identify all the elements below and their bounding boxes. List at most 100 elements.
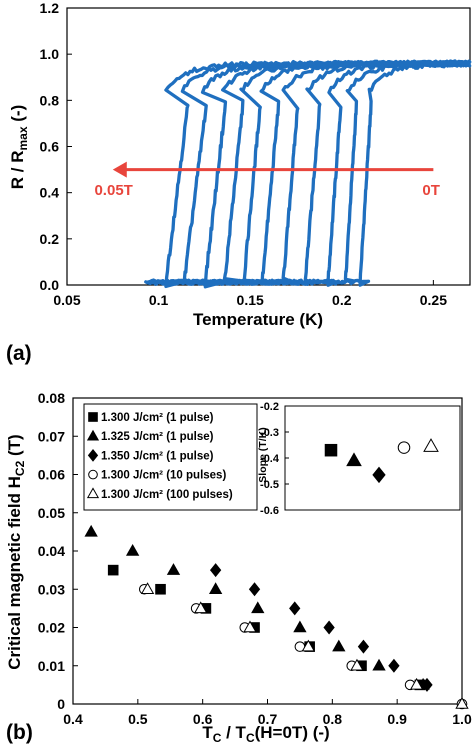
panel-b-x-label-sub2: C bbox=[246, 731, 255, 745]
panel-b-data-point bbox=[332, 639, 346, 652]
panel-b-inset-y-tick-label: -0.2 bbox=[260, 401, 279, 413]
panel-b-data-point bbox=[84, 524, 98, 537]
panel-b-y-tick-label: 0.04 bbox=[38, 543, 65, 559]
panel-a: 0.0 0.2 0.4 0.6 0.8 1.0 1.2 0.05 0.1 0.15 0.2 0.25… bbox=[6, 0, 472, 365]
panel-b-inset-y-tick-label: -0.6 bbox=[260, 505, 279, 517]
panel-b-data-point bbox=[248, 582, 261, 597]
panel-b-data-point bbox=[243, 620, 257, 633]
panel-a-series-curve bbox=[202, 60, 472, 287]
panel-a-y-tick-label: 0.8 bbox=[40, 92, 60, 108]
panel-b-legend: 1.300 J/cm² (1 pulse) 1.325 J/cm² (1 puls… bbox=[86, 412, 233, 501]
panel-b-inset-y-label: Slope (T/K) bbox=[257, 427, 269, 482]
panel-b-points-group bbox=[84, 524, 469, 710]
panel-a-arrow-head bbox=[112, 161, 127, 178]
panel-b-x-label-tail: (H=0T) (-) bbox=[255, 723, 330, 742]
panel-b-x-label-main: T bbox=[202, 723, 213, 742]
panel-b-data-point bbox=[455, 696, 469, 709]
panel-b-legend-label: 1.300 J/cm² (10 pulses) bbox=[101, 470, 226, 482]
panel-b-data-point bbox=[251, 601, 265, 614]
panel-b-data-point bbox=[409, 677, 424, 690]
panel-b-data-point bbox=[293, 620, 307, 633]
panel-b-x-label-middle: / T bbox=[221, 723, 246, 742]
panel-b-legend-marker bbox=[87, 449, 99, 462]
panel-b-x-tick-label: 0.9 bbox=[387, 711, 407, 727]
panel-b-legend-label: 1.300 J/cm² (1 pulse) bbox=[101, 412, 214, 424]
panel-b-inset-ticks: -0.2 -0.3 -0.4 -0.5 -0.6 bbox=[260, 401, 289, 517]
panel-b-x-label-sub1: C bbox=[213, 731, 222, 745]
panel-b-y-label-unit: (T) bbox=[5, 434, 24, 460]
panel-b-inset-point bbox=[423, 438, 439, 452]
panel-a-y-tick-label: 0.6 bbox=[40, 139, 60, 155]
panel-b-y-label-main: Critical magnetic field H bbox=[5, 476, 24, 670]
panel-b-x-tick-label: 0.4 bbox=[63, 711, 83, 727]
panel-a-y-label-unit-text: (-) bbox=[8, 105, 27, 122]
panel-b-y-tick-label: 0.02 bbox=[38, 620, 65, 636]
panel-b-data-point bbox=[350, 658, 364, 671]
panel-a-x-label: Temperature (K) bbox=[193, 310, 323, 329]
panel-a-y-tick-label: 1.0 bbox=[40, 46, 60, 62]
panel-b-x-tick-label: 1.0 bbox=[452, 711, 472, 727]
panel-b: 0 0.01 0.02 0.03 0.04 0.05 0.06 0.07 0.08 0.4 0.5… bbox=[5, 390, 472, 745]
panel-b-data-point bbox=[209, 563, 222, 578]
panel-b-data-point bbox=[194, 601, 208, 614]
panel-a-y-tick-label: 1.2 bbox=[40, 0, 60, 16]
panel-b-data-point bbox=[208, 582, 223, 594]
panel-b-legend-box bbox=[83, 403, 258, 511]
panel-b-x-ticks: 0.4 0.5 0.6 0.7 0.8 0.9 1.0 bbox=[63, 699, 472, 727]
panel-b-x-tick-label: 0.6 bbox=[193, 711, 213, 727]
panel-b-data-point bbox=[125, 543, 140, 556]
panel-b-y-tick-label: 0.06 bbox=[38, 467, 65, 483]
panel-b-legend-marker bbox=[86, 429, 100, 441]
panel-b-data-point bbox=[166, 563, 181, 575]
panel-b-data-point bbox=[372, 658, 386, 671]
panel-b-data-point bbox=[107, 564, 119, 576]
panel-b-x-label: TC / TC(H=0T) (-) bbox=[202, 723, 329, 745]
panel-b-label: (b) bbox=[6, 721, 33, 744]
panel-b-inset-point bbox=[346, 452, 362, 467]
panel-b-y-label: Critical magnetic field HC2 (T) bbox=[5, 434, 27, 669]
panel-a-y-tick-label: 0.2 bbox=[40, 231, 60, 247]
panel-a-label: (a) bbox=[6, 342, 32, 365]
panel-a-x-tick-label: 0.15 bbox=[237, 292, 264, 308]
panel-b-legend-label: 1.350 J/cm² (1 pulse) bbox=[101, 450, 214, 462]
panel-b-inset-y-tick-label: -0.3 bbox=[260, 427, 279, 439]
panel-b-y-tick-label: 0 bbox=[57, 696, 65, 712]
panel-b-y-tick-label: 0.08 bbox=[38, 390, 65, 406]
panel-b-inset-point bbox=[324, 443, 338, 457]
panel-b-inset-point bbox=[397, 441, 411, 454]
panel-b-legend-marker bbox=[88, 469, 98, 480]
panel-a-y-label-subscript: max bbox=[16, 126, 30, 150]
panel-b-legend-label: 1.300 J/cm² (100 pulses) bbox=[101, 489, 233, 501]
panel-b-data-point bbox=[323, 620, 335, 635]
panel-a-left-label: 0.05T bbox=[94, 182, 132, 199]
panel-a-right-label: 0T bbox=[422, 182, 440, 199]
panel-b-inset-box bbox=[284, 405, 461, 511]
panel-a-x-tick-label: 0.2 bbox=[332, 292, 352, 308]
panel-a-x-tick-label: 0.05 bbox=[53, 292, 80, 308]
panel-a-arrow-group: 0.05T 0T bbox=[94, 161, 440, 199]
panel-a-series-curve bbox=[144, 59, 471, 289]
panel-b-y-tick-label: 0.03 bbox=[38, 581, 65, 597]
panel-a-x-tick-label: 0.25 bbox=[420, 292, 447, 308]
panel-b-y-ticks: 0 0.01 0.02 0.03 0.04 0.05 0.06 0.07 0.08 bbox=[38, 390, 78, 712]
panel-b-y-label-subscript: C2 bbox=[13, 460, 27, 476]
panel-b-legend-marker bbox=[86, 487, 100, 499]
panel-b-data-point bbox=[357, 639, 370, 654]
panel-b-y-tick-label: 0.01 bbox=[38, 658, 65, 674]
panel-a-y-label: R / Rmax (-) bbox=[8, 105, 30, 189]
panel-a-x-tick-label: 0.1 bbox=[149, 292, 169, 308]
panel-b-x-tick-label: 0.5 bbox=[128, 711, 148, 727]
panel-a-x-ticks: 0.05 0.1 0.15 0.2 0.25 bbox=[53, 280, 447, 308]
panel-b-inset-points-group bbox=[324, 438, 439, 484]
panel-b-y-tick-label: 0.05 bbox=[38, 505, 65, 521]
panel-b-data-point bbox=[388, 658, 400, 673]
panel-b-data-point bbox=[421, 677, 433, 692]
panel-b-inset-y-tick-label: -0.4 bbox=[260, 453, 280, 465]
panel-b-inset-point bbox=[372, 466, 386, 484]
panel-b-x-tick-label: 0.8 bbox=[323, 711, 343, 727]
panel-b-y-tick-label: 0.07 bbox=[38, 428, 65, 444]
panel-b-data-point bbox=[301, 639, 316, 652]
panel-b-data-point bbox=[155, 583, 166, 595]
